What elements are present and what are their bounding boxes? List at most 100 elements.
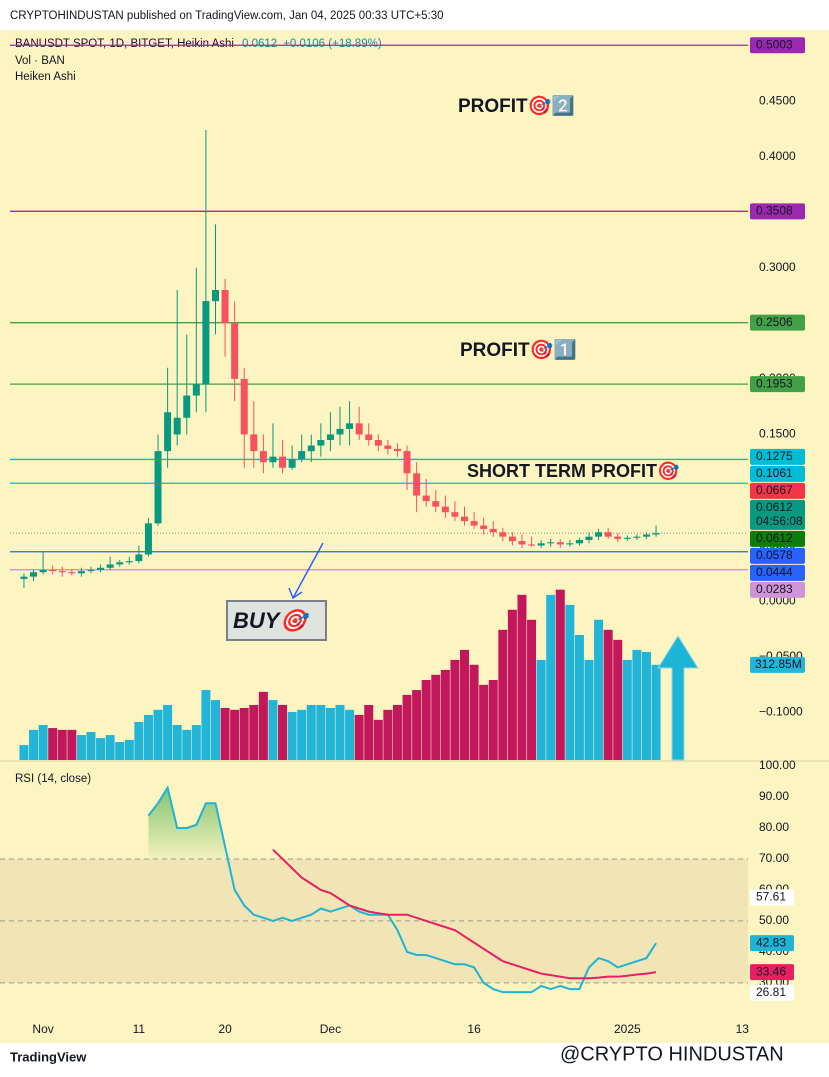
volume-bar [124, 739, 134, 760]
volume-bar [220, 707, 230, 760]
volume-bar [431, 674, 441, 760]
volume-bar [498, 629, 508, 760]
price-label: 0.0612 [756, 500, 793, 514]
price-label: 0.0283 [756, 582, 793, 596]
volume-label-box [750, 656, 805, 673]
volume-bar [67, 729, 77, 760]
volume-bar [191, 725, 201, 760]
candle-body [614, 536, 622, 539]
candle-body [106, 564, 114, 568]
price-label-box [750, 547, 805, 564]
price-label: 0.1061 [756, 466, 793, 480]
volume-bar [354, 714, 364, 760]
volume-legend: Vol · BAN [15, 55, 65, 67]
buy-arrow [292, 542, 324, 599]
candle-body [604, 532, 612, 537]
rsi-tick-label: 50.00 [759, 913, 789, 927]
candle-body [499, 532, 507, 537]
rsi-label-box [750, 889, 794, 906]
candle-body [164, 412, 172, 452]
price-label-box [750, 465, 805, 482]
candle-body [192, 384, 200, 396]
volume-bar [555, 589, 565, 760]
price-label: 0.1953 [756, 376, 793, 390]
annotation: PROFIT🎯2️⃣ [458, 94, 575, 117]
candle-body [575, 540, 583, 544]
candle-body [116, 562, 124, 565]
candle-body [202, 301, 210, 385]
volume-bar [517, 594, 527, 760]
volume-bar [48, 728, 58, 760]
price-label-box [750, 530, 805, 547]
volume-bar [412, 690, 422, 760]
volume-bar [86, 732, 96, 760]
rsi-label-box [750, 964, 794, 981]
volume-bar [373, 719, 383, 760]
candle-body [585, 536, 593, 540]
volume-bar [297, 709, 307, 760]
volume-bar [268, 700, 278, 760]
candle-body [269, 456, 277, 463]
volume-bar [57, 729, 67, 760]
candle-body [183, 395, 191, 418]
candle-body [652, 533, 660, 535]
volume-bar [38, 725, 48, 760]
volume-bar [460, 649, 470, 760]
x-tick-label: 16 [467, 1022, 481, 1036]
rsi-label: 42.83 [756, 935, 786, 949]
price-label-box [750, 314, 805, 331]
candle-body [451, 512, 459, 517]
volume-label: 312.85M [755, 657, 802, 671]
countdown: 04:56:08 [756, 514, 803, 528]
rsi-line [147, 785, 657, 994]
published-note: CRYPTOHINDUSTAN published on TradingView… [10, 10, 444, 22]
volume-bar [622, 659, 632, 760]
volume-bar [613, 639, 623, 760]
indicator-legend: Heiken Ashi [15, 71, 76, 83]
volume-bar [450, 659, 460, 760]
volume-bar [19, 745, 29, 760]
volume-bar [507, 609, 517, 760]
price-label: 0.5003 [756, 37, 793, 51]
volume-bar [651, 664, 661, 760]
volume-bar [594, 619, 604, 760]
candle-body [422, 495, 430, 502]
price-label-box [750, 499, 805, 530]
rsi-tick-label: 80.00 [759, 820, 789, 834]
price-label: 0.0578 [756, 548, 793, 562]
candle-body [336, 428, 344, 435]
candle-body [432, 501, 440, 507]
annotation: BUY🎯 [233, 608, 311, 633]
candle-body [30, 572, 38, 577]
x-tick-label: 2025 [614, 1022, 641, 1036]
rsi-label: 26.81 [756, 985, 786, 999]
volume-bar [584, 659, 594, 760]
symbol-legend: BANUSDT SPOT, 1D, BITGET, Heikin Ashi 0.0… [15, 38, 382, 50]
price-label-box [750, 564, 805, 581]
last-price: 0.0612 [242, 38, 277, 50]
candle-body [298, 451, 306, 459]
x-tick-label: 20 [218, 1022, 232, 1036]
candle-body [211, 290, 219, 302]
candle-body [97, 567, 105, 570]
price-label-box [750, 581, 805, 598]
candle-body [259, 451, 267, 463]
candle-body [288, 458, 296, 468]
candle-body [518, 541, 526, 545]
volume-bar [76, 735, 86, 760]
volume-bar [632, 649, 642, 760]
symbol: BANUSDT SPOT, 1D, BITGET, Heikin Ashi [15, 38, 234, 50]
rsi-label: 57.61 [756, 890, 786, 904]
candle-body [173, 417, 181, 435]
candle-body [547, 542, 555, 544]
volume-bar [488, 680, 498, 760]
y-tick-label: 0.4500 [759, 93, 796, 107]
candle-body [39, 570, 47, 573]
volume-bar [115, 742, 125, 760]
volume-bar [278, 704, 288, 760]
volume-bar [440, 669, 450, 760]
candle-body [537, 543, 545, 546]
candle-body [441, 506, 449, 513]
candle-body [240, 378, 248, 435]
